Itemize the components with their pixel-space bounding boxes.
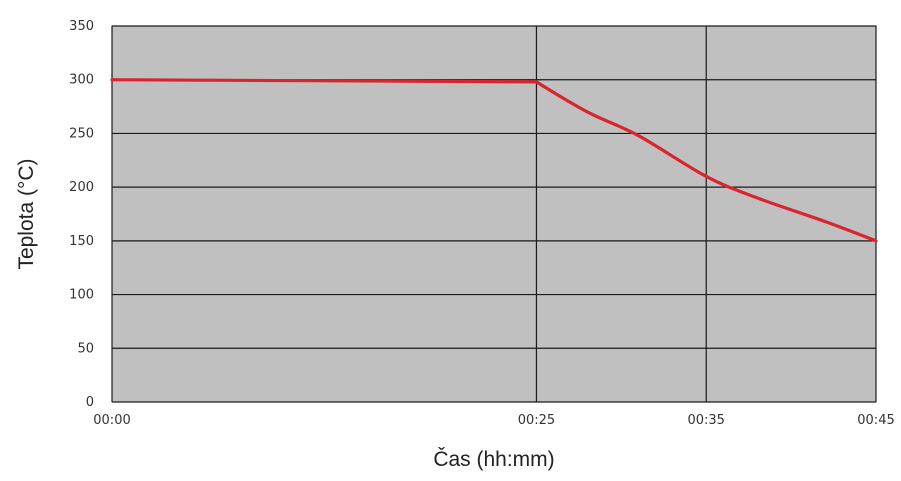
y-tick-label: 300 <box>69 73 94 88</box>
x-tick-label: 00:00 <box>93 413 130 428</box>
series-line-0 <box>110 78 878 243</box>
x-axis-tick-labels: 00:00 00:25 00:35 00:45 <box>93 413 894 428</box>
x-tick-label: 00:35 <box>687 413 724 428</box>
y-tick-label: 200 <box>69 180 94 195</box>
plot-area <box>111 25 877 403</box>
x-axis-title: Čas (hh:mm) <box>433 448 554 471</box>
y-tick-label: 250 <box>69 126 94 141</box>
y-tick-label: 50 <box>77 341 94 356</box>
x-tick-label: 00:45 <box>857 413 894 428</box>
y-tick-label: 350 <box>69 19 94 34</box>
series-group <box>110 78 878 243</box>
x-tick-label: 00:25 <box>518 413 555 428</box>
y-tick-label: 100 <box>69 288 94 303</box>
y-tick-label: 0 <box>86 395 94 410</box>
vertical-gridlines <box>111 26 877 402</box>
y-axis-title: Teplota (°C) <box>15 158 38 269</box>
y-axis-tick-labels: 0 50 100 150 200 250 300 350 <box>69 19 94 410</box>
horizontal-gridlines <box>112 25 876 403</box>
y-tick-label: 150 <box>69 234 94 249</box>
